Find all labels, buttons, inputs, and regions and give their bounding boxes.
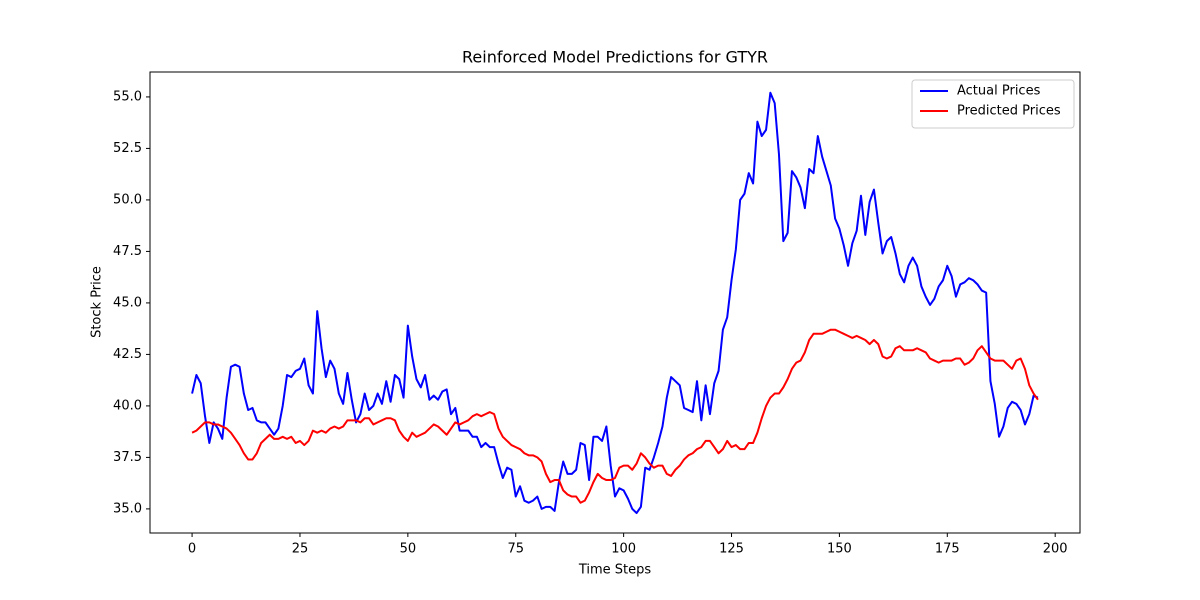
y-tick-label: 47.5 xyxy=(113,244,142,259)
y-tick-label: 50.0 xyxy=(113,192,142,207)
y-tick-label: 40.0 xyxy=(113,398,142,413)
legend-box xyxy=(911,79,1075,129)
x-tick-label: 125 xyxy=(719,542,744,557)
x-tick-label: 75 xyxy=(507,542,524,557)
x-tick-label: 175 xyxy=(935,542,960,557)
y-tick-label: 42.5 xyxy=(113,347,142,362)
y-tick-label: 52.5 xyxy=(113,141,142,156)
y-tick-label: 37.5 xyxy=(113,450,142,465)
x-tick-label: 0 xyxy=(188,542,196,557)
y-tick-label: 45.0 xyxy=(113,295,142,310)
x-tick-label: 100 xyxy=(611,542,636,557)
y-tick-label: 35.0 xyxy=(113,501,142,516)
plot-frame xyxy=(149,71,1081,534)
series-line xyxy=(191,91,1039,515)
legend-label: Predicted Prices xyxy=(957,104,1061,119)
x-tick-label: 25 xyxy=(292,542,309,557)
legend-label: Actual Prices xyxy=(957,84,1041,99)
x-tick-label: 200 xyxy=(1043,542,1068,557)
x-tick-label: 150 xyxy=(827,542,852,557)
chart-title: Reinforced Model Predictions for GTYR xyxy=(462,48,768,67)
x-tick-label: 50 xyxy=(400,542,417,557)
y-tick-label: 55.0 xyxy=(113,89,142,104)
y-axis-label: Stock Price xyxy=(90,266,105,338)
series-line xyxy=(191,328,1039,504)
x-axis-label: Time Steps xyxy=(578,563,652,578)
